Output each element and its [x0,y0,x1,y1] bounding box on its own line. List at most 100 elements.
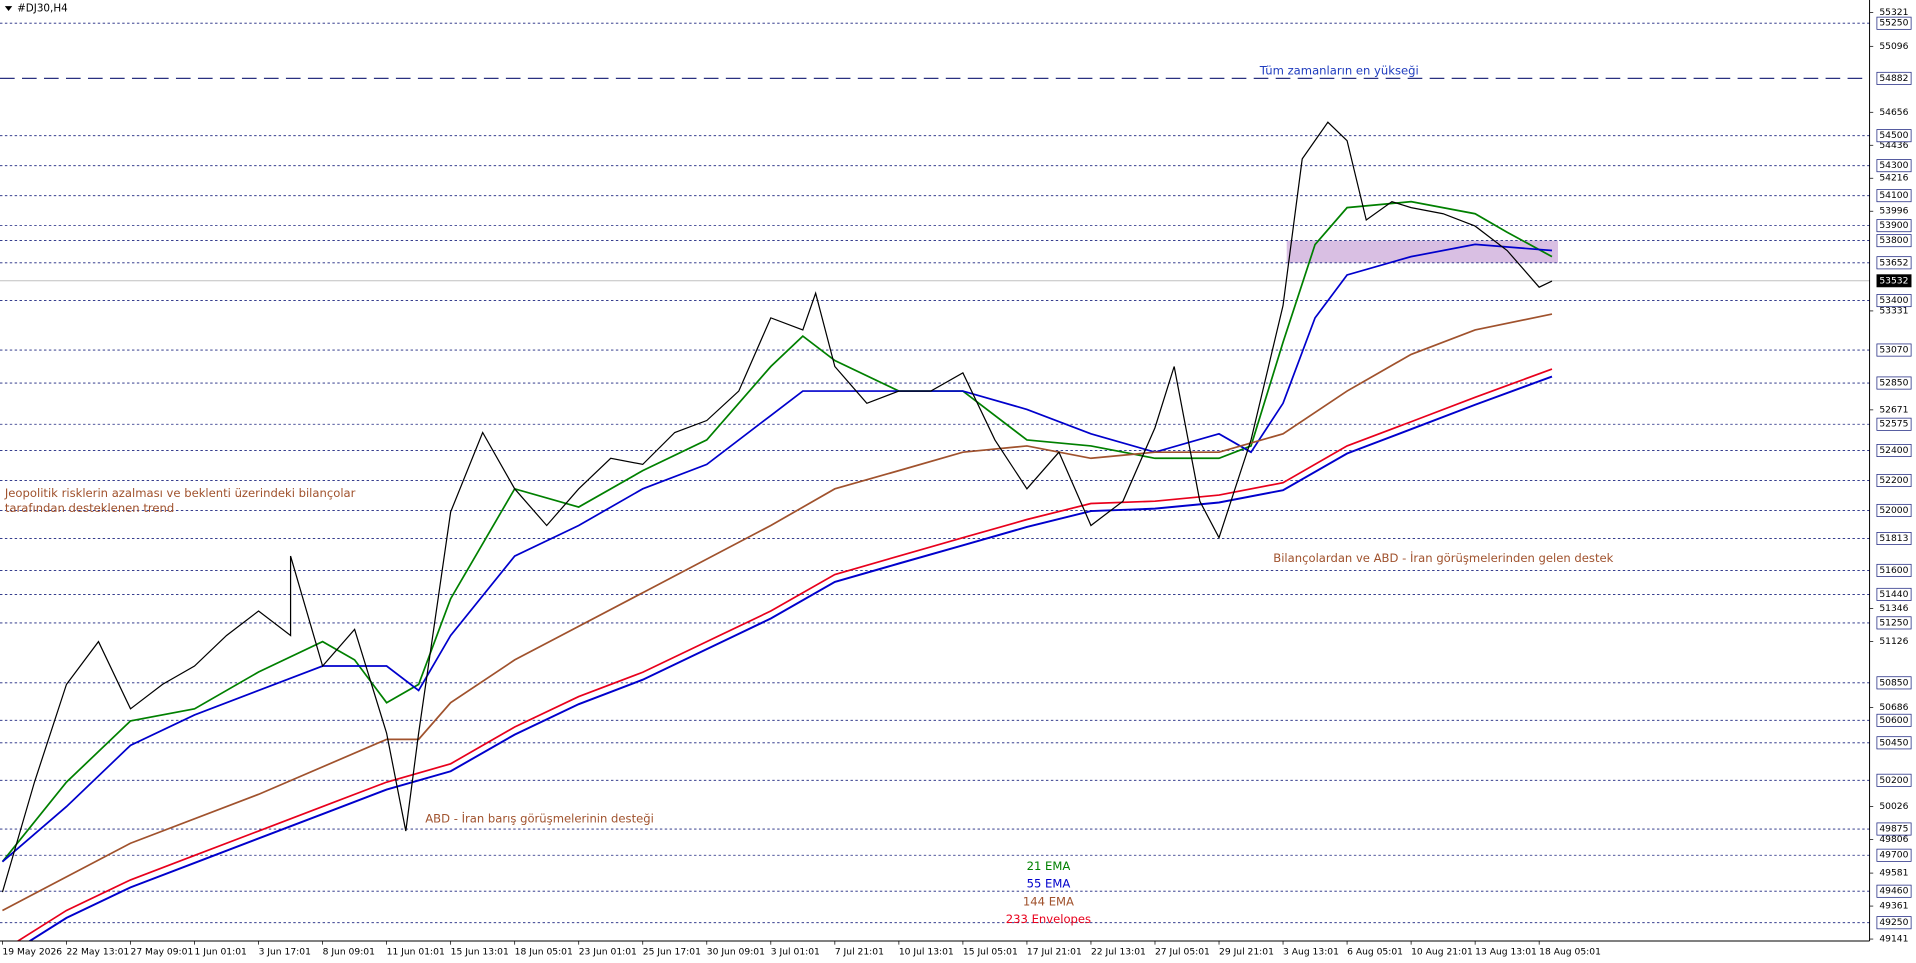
level-label: 55250 [1879,18,1908,29]
grid-layer [0,22,1870,924]
level-label: 49250 [1879,917,1908,928]
level-label: 53800 [1879,235,1908,246]
x-tick-label: 17 Jul 21:01 [1027,947,1082,958]
x-tick-label: 27 Jul 05:01 [1155,947,1210,958]
level-label: 50850 [1879,677,1908,688]
y-tick-label: 50686 [1879,702,1908,713]
x-tick-label: 10 Jul 13:01 [899,947,954,958]
y-tick-label: 54436 [1879,140,1908,151]
series-line [2,313,1553,912]
level-label-box [1876,234,1912,248]
legend-entry: 55 EMA [1027,877,1071,891]
x-tick-label: 30 Jun 09:01 [707,947,765,958]
x-tick-label: 27 May 09:01 [131,947,194,958]
x-tick-label: 18 Jun 05:01 [515,947,573,958]
y-tick-label: 54656 [1879,107,1908,118]
price-line [1,121,1553,893]
y-tick-label: 55321 [1879,7,1908,18]
envelope-lower [27,375,1553,942]
level-label-box [1876,189,1912,203]
y-tick-label: 54216 [1879,173,1908,184]
level-label-box [1876,736,1912,750]
x-tick-label: 23 Jun 01:01 [579,947,637,958]
level-label-box [1876,676,1912,690]
y-tick-label: 51346 [1879,603,1908,614]
y-tick-label: 49141 [1879,934,1908,945]
annotation: tarafından desteklenen trend [5,501,174,515]
level-label: 53070 [1879,345,1908,356]
y-tick-label: 52671 [1879,404,1908,415]
level-label-box [1876,274,1912,288]
series-line [1,243,1553,863]
level-label: 54882 [1879,73,1908,84]
level-label: 54500 [1879,130,1908,141]
level-label-box [1876,417,1912,431]
level-label-box [1876,343,1912,357]
zone [1286,240,1558,263]
x-tick-label: 3 Jul 01:01 [771,947,820,958]
level-label: 51440 [1879,589,1908,600]
legend-entry: 144 EMA [1023,894,1074,908]
level-label-box [1876,587,1912,601]
level-label: 50600 [1879,715,1908,726]
annotation: Bilançolardan ve ABD - İran görüşmelerin… [1273,550,1613,565]
level-label-box [1876,294,1912,308]
level-label-box [1876,563,1912,577]
level-label-box [1876,16,1912,30]
series-line [1,200,1553,863]
x-tick-label: 8 Jun 09:01 [323,947,375,958]
y-tick-label: 49361 [1879,901,1908,912]
series-line [16,368,1553,942]
legend-entry: 21 EMA [1027,859,1071,873]
level-label: 51813 [1879,533,1908,544]
x-tick-label: 3 Aug 13:01 [1283,947,1339,958]
level-label-box [1876,884,1912,898]
level-label-box [1876,256,1912,270]
legend-entry: 233 Envelopes [1006,912,1091,926]
x-tick-label: 13 Aug 13:01 [1475,947,1537,958]
level-label-box [1876,219,1912,233]
level-label: 52850 [1879,378,1908,389]
level-label: 52400 [1879,445,1908,456]
x-tick-label: 7 Jul 21:01 [835,947,884,958]
level-label-box [1876,713,1912,727]
level-label-box [1876,848,1912,862]
level-label: 53652 [1879,257,1908,268]
level-label: 53400 [1879,295,1908,306]
level-label-box [1876,616,1912,630]
y-tick-label: 53996 [1879,206,1908,217]
y-tick-label: 49581 [1879,868,1908,879]
level-label: 49875 [1879,824,1908,835]
level-label: 53532 [1879,275,1908,286]
level-label-box [1876,822,1912,836]
x-tick-label: 22 May 13:01 [66,947,129,958]
level-label-box [1876,773,1912,787]
x-tick-label: 10 Aug 21:01 [1411,947,1473,958]
level-label: 52000 [1879,505,1908,516]
x-tick-label: 15 Jun 13:01 [451,947,509,958]
legend: 21 EMA 55 EMA 144 EMA 233 Envelopes [1006,859,1091,926]
level-label: 54300 [1879,160,1908,171]
level-label: 49460 [1879,886,1908,897]
annotation: ABD - İran barış görüşmelerinin desteği [425,810,654,825]
annotation: Tüm zamanların en yükseği [1259,63,1419,77]
level-label: 51250 [1879,617,1908,628]
y-tick-label: 53331 [1879,305,1908,316]
level-label: 50450 [1879,737,1908,748]
level-label-box [1876,71,1912,85]
y-tick-label: 55096 [1879,41,1908,52]
level-label: 52200 [1879,475,1908,486]
menu-arrow[interactable] [4,6,13,11]
level-label-box [1876,159,1912,173]
level-label-box [1876,444,1912,457]
x-tick-label: 1 Jun 01:01 [195,947,247,958]
level-label-box [1876,376,1912,390]
x-tick-label: 6 Aug 05:01 [1347,947,1403,958]
level-label-box [1876,532,1912,545]
marks-layer [1,121,1553,942]
level-label: 54100 [1879,190,1908,201]
x-tick-label: 22 Jul 13:01 [1091,947,1146,958]
